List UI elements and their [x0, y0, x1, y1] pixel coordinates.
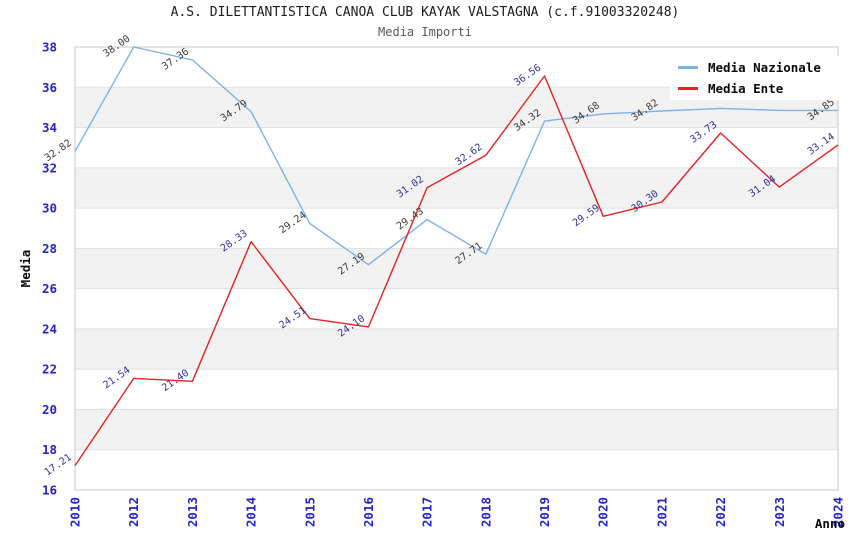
x-tick-label: 2010	[68, 497, 83, 527]
y-tick-label: 36	[42, 80, 57, 95]
x-tick-label: 2015	[302, 497, 317, 527]
y-axis-title: Media	[18, 250, 33, 288]
y-tick-label: 20	[42, 402, 57, 417]
x-tick-label: 2023	[772, 497, 787, 527]
y-tick-label: 38	[42, 40, 57, 55]
y-tick-label: 22	[42, 362, 57, 377]
plot-border	[74, 46, 839, 491]
x-tick-label: 2021	[654, 497, 669, 527]
chart-title: A.S. DILETTANTISTICA CANOA CLUB KAYAK VA…	[170, 5, 680, 20]
plot-band	[75, 328, 838, 370]
x-tick-label: 2017	[420, 497, 435, 527]
plot-band	[75, 248, 838, 289]
x-tick-label: 2012	[126, 497, 141, 527]
y-tick-label: 18	[42, 442, 57, 457]
legend-swatch-blue-line-icon	[678, 66, 698, 69]
legend-label: Media Ente	[708, 81, 784, 96]
legend-item-media-ente[interactable]: Media Ente	[678, 81, 850, 96]
series-line-media-nazionale	[74, 46, 838, 266]
x-tick-label: 2016	[361, 497, 376, 527]
x-tick-label: 2014	[244, 497, 259, 527]
point-label: 29.24	[278, 210, 309, 236]
point-label: 37.36	[160, 46, 191, 72]
y-tick-label: 16	[42, 483, 57, 498]
y-tick-label: 30	[42, 201, 57, 216]
y-tick-label: 34	[42, 120, 57, 135]
y-tick-label: 26	[42, 281, 57, 296]
legend: Media Nazionale Media Ente	[670, 56, 850, 100]
y-tick-label: 28	[42, 241, 57, 256]
y-tick-label: 32	[42, 160, 57, 175]
chart-subtitle: Media Importi	[378, 25, 472, 39]
x-tick-label: 2020	[596, 497, 611, 527]
x-tick-label: 2019	[537, 497, 552, 527]
x-tick-label: 2018	[478, 497, 493, 527]
point-label: 24.51	[278, 305, 309, 331]
legend-swatch-red-line-icon	[678, 87, 698, 90]
legend-label: Media Nazionale	[708, 60, 821, 75]
legend-item-media-nazionale[interactable]: Media Nazionale	[678, 60, 850, 75]
x-tick-label: 2024	[831, 497, 846, 527]
point-label: 33.14	[806, 131, 837, 157]
series-line-media-ente	[74, 75, 839, 466]
plot-band	[75, 167, 838, 209]
y-tick-label: 24	[42, 321, 57, 336]
plot-band	[75, 409, 838, 450]
x-tick-label: 2022	[713, 497, 728, 527]
point-label: 32.82	[43, 138, 74, 164]
x-axis-title: Anno	[815, 516, 845, 531]
x-tick-label: 2013	[185, 497, 200, 527]
